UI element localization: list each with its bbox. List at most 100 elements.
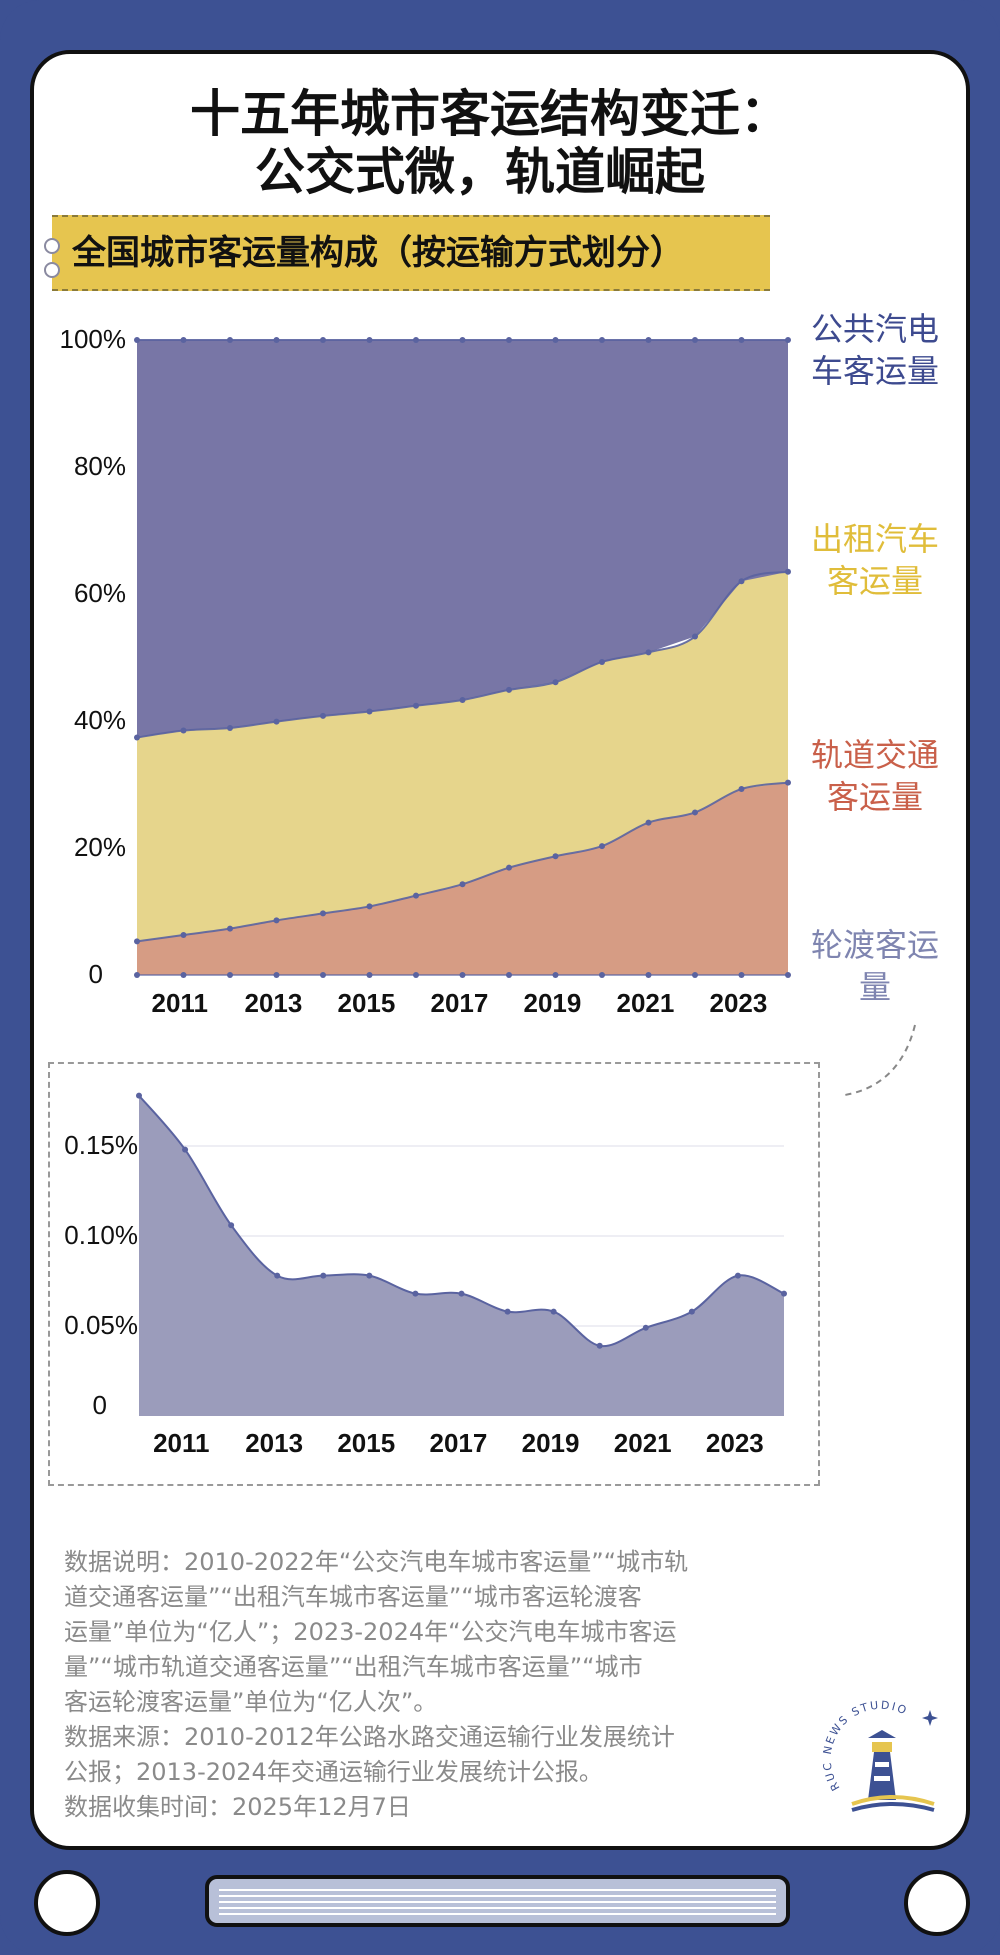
data-point bbox=[738, 578, 745, 585]
x-tick-label: 2013 bbox=[245, 1428, 304, 1458]
data-point bbox=[320, 337, 326, 343]
data-point bbox=[228, 1222, 235, 1229]
ferry-chart-box bbox=[48, 1062, 820, 1486]
data-point bbox=[413, 337, 419, 343]
data-point bbox=[459, 337, 466, 343]
logo-text: RUC NEWS STUDIO bbox=[822, 1700, 908, 1793]
data-point bbox=[180, 337, 187, 343]
legend-bus: 公共汽电 车客运量 bbox=[795, 308, 955, 392]
data-point bbox=[320, 972, 326, 978]
data-point bbox=[366, 972, 373, 978]
legend-taxi-line2: 客运量 bbox=[826, 562, 923, 600]
data-point bbox=[412, 1290, 419, 1297]
data-point bbox=[599, 337, 605, 343]
data-point bbox=[599, 972, 605, 978]
data-point bbox=[645, 819, 652, 826]
data-point bbox=[366, 903, 373, 910]
svg-text:RUC NEWS STUDIO: RUC NEWS STUDIO bbox=[822, 1700, 910, 1793]
data-point bbox=[506, 337, 512, 343]
x-tick-label: 2013 bbox=[244, 988, 303, 1018]
data-point bbox=[458, 1290, 465, 1297]
data-point bbox=[734, 1272, 741, 1279]
data-point bbox=[134, 972, 140, 978]
data-point bbox=[180, 931, 187, 938]
y-tick-label: 80% bbox=[73, 451, 126, 481]
data-point bbox=[692, 633, 698, 640]
note-line: 公报；2013-2024年交通运输行业发展统计公报。 bbox=[64, 1758, 603, 1786]
legend-bus-line1: 公共汽电 bbox=[810, 310, 939, 348]
data-point bbox=[596, 1342, 603, 1349]
data-notes: 数据说明：2010-2022年“公交汽电车城市客运量”“城市轨 道交通客运量”“… bbox=[64, 1545, 794, 1825]
bus-bumper bbox=[205, 1875, 790, 1927]
data-point bbox=[599, 658, 605, 665]
stacked-area-chart bbox=[134, 337, 791, 978]
legend-rail-line1: 轨道交通 bbox=[810, 736, 939, 774]
dashed-connector bbox=[844, 1024, 916, 1096]
y-tick-label: 100% bbox=[59, 324, 127, 354]
data-point bbox=[273, 718, 280, 725]
y-tick-label: 0 bbox=[88, 959, 103, 989]
data-point bbox=[459, 697, 466, 704]
data-point bbox=[180, 727, 187, 734]
data-point bbox=[785, 568, 791, 575]
data-point bbox=[785, 779, 791, 786]
x-tick-label: 2015 bbox=[337, 1428, 396, 1458]
data-point bbox=[274, 1272, 281, 1279]
data-point bbox=[738, 785, 745, 792]
data-point bbox=[552, 853, 559, 860]
data-point bbox=[738, 337, 745, 343]
data-point bbox=[180, 972, 187, 978]
data-point bbox=[645, 972, 652, 978]
data-point bbox=[552, 972, 559, 978]
y-tick-label: 0.05% bbox=[64, 1310, 138, 1340]
note-line: 数据说明：2010-2022年“公交汽电车城市客运量”“城市轨 bbox=[64, 1548, 689, 1576]
page-title-line1: 十五年城市客运结构变迁： bbox=[190, 85, 790, 143]
data-point bbox=[506, 864, 512, 871]
x-tick-label: 2017 bbox=[429, 1428, 488, 1458]
data-point bbox=[785, 972, 791, 978]
data-point bbox=[227, 724, 233, 731]
data-point bbox=[413, 972, 419, 978]
subtitle-band bbox=[52, 215, 770, 291]
data-point bbox=[785, 337, 791, 343]
y-tick-label: 0.10% bbox=[64, 1220, 138, 1250]
legend-bus-line2: 车客运量 bbox=[810, 352, 939, 390]
legend-rail-line2: 客运量 bbox=[826, 778, 923, 816]
data-point bbox=[136, 1092, 142, 1099]
note-line: 道交通客运量”“出租汽车城市客运量”“城市客运轮渡客 bbox=[64, 1583, 642, 1611]
legend-taxi-line1: 出租汽车 bbox=[810, 520, 939, 558]
data-point bbox=[645, 337, 652, 343]
data-point bbox=[366, 337, 373, 343]
rail-area bbox=[137, 782, 788, 975]
x-tick-label: 2021 bbox=[616, 988, 675, 1018]
x-tick-label: 2019 bbox=[521, 1428, 580, 1458]
note-line: 数据来源：2010-2012年公路水路交通运输行业发展统计 bbox=[64, 1723, 675, 1751]
chart-subtitle: 全国城市客运量构成（按运输方式划分） bbox=[72, 233, 684, 273]
legend-ferry-line2: 量 bbox=[858, 968, 891, 1006]
x-tick-label: 2017 bbox=[430, 988, 489, 1018]
data-point bbox=[273, 337, 280, 343]
data-point bbox=[320, 712, 326, 719]
x-tick-label: 2015 bbox=[337, 988, 396, 1018]
legend-ferry-line1: 轮渡客运 bbox=[810, 926, 939, 964]
y-tick-label: 20% bbox=[73, 832, 126, 862]
data-point bbox=[227, 925, 233, 932]
data-point bbox=[413, 702, 419, 709]
ferry-area bbox=[139, 1095, 784, 1416]
data-point bbox=[550, 1308, 557, 1315]
x-tick-label: 2023 bbox=[705, 1428, 764, 1458]
data-point bbox=[738, 972, 745, 978]
data-point bbox=[182, 1146, 189, 1153]
x-tick-label: 2011 bbox=[153, 1428, 210, 1458]
x-tick-label: 2019 bbox=[523, 988, 582, 1018]
data-point bbox=[273, 972, 280, 978]
legend-ferry: 轮渡客运 量 bbox=[795, 924, 955, 1008]
data-point bbox=[692, 972, 698, 978]
taxi-area bbox=[137, 571, 788, 942]
data-point bbox=[645, 649, 652, 656]
data-point bbox=[688, 1308, 695, 1315]
data-point bbox=[134, 337, 140, 343]
note-line: 客运轮渡客运量”单位为“亿人次”。 bbox=[64, 1688, 438, 1716]
note-line: 运量”单位为“亿人”；2023-2024年“公交汽电车城市客运 bbox=[64, 1618, 677, 1646]
data-point bbox=[227, 972, 233, 978]
